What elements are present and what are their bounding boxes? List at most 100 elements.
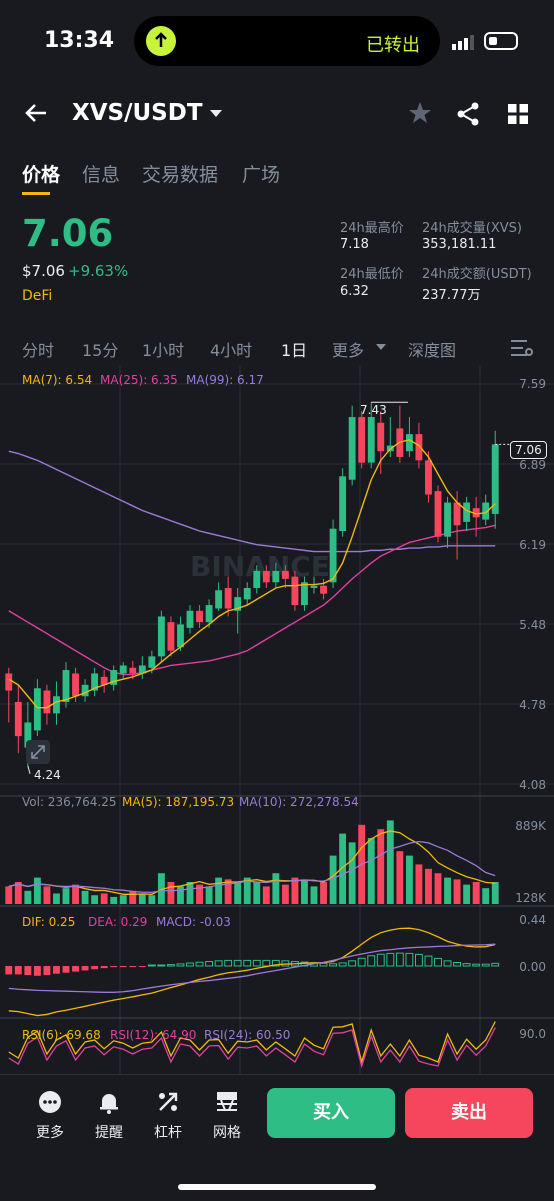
kline-chart-area[interactable]: BINANCE [0,366,554,1074]
high-label: 24h最高价 [340,221,404,236]
high-value: 7.18 [340,237,369,252]
macd-bar [329,963,338,967]
macd-bar [319,962,328,967]
macd-bar [338,962,347,967]
candle-body [444,502,451,537]
volume-bar [119,895,127,904]
macd-area [5,927,500,1017]
macd-bar [43,966,51,976]
grid-bot-button[interactable]: 网格 [201,1090,253,1142]
candle-body [434,491,442,537]
macd-bar [233,959,242,967]
interval-4h[interactable]: 4小时 [210,341,253,360]
sell-button[interactable]: 卖出 [405,1088,533,1138]
grid-menu-icon[interactable] [508,104,528,128]
volume-bar [396,851,404,904]
leverage-button[interactable]: 杠杆 [142,1090,194,1142]
candle-body [167,622,175,651]
interval-1h[interactable]: 1小时 [142,341,185,360]
volume-legend: Vol: 236,764.25 [22,795,117,809]
macd-bar [157,964,166,967]
volume-bar [425,868,432,904]
more-caret-icon[interactable] [376,344,386,350]
macd-bar [176,963,185,967]
alert-label: 提醒 [95,1125,123,1141]
expand-icon[interactable] [26,740,50,768]
interval-more[interactable]: 更多 [332,341,365,360]
chart-settings-icon[interactable] [511,338,533,362]
status-time: 13:34 [44,28,115,53]
candle-body [291,576,299,606]
volume-bar [444,877,451,904]
dea-path [8,943,496,993]
candle-body [472,508,480,518]
candle-body [62,670,70,702]
macd-legend: MACD: -0.03 [156,915,231,929]
volume-bar [138,893,146,904]
rsi6-legend: RSI(6): 69.68 [22,1028,101,1042]
chevron-down-icon[interactable] [210,110,222,117]
rsi-area [8,1021,496,1069]
candle-body [196,610,203,623]
share-icon[interactable] [456,102,480,130]
macd-bar [348,960,357,967]
volume-bar [367,838,375,904]
candle-body [358,417,366,463]
macd-bar [72,966,79,972]
tab-price[interactable]: 价格 [22,164,61,186]
tab-trading-data[interactable]: 交易数据 [142,164,219,186]
candle-body [186,610,194,628]
volume-bar [5,886,13,904]
ma7-line [8,439,496,709]
macd-bar [376,953,385,967]
volume-bar [24,890,32,904]
macd-bar [243,959,252,967]
alert-button[interactable]: 提醒 [83,1090,135,1142]
category-tag[interactable]: DeFi [22,288,53,304]
macd-y-tick: 0.44 [519,913,546,927]
volume-value: 353,181.11 [422,237,497,252]
candle-body [224,587,232,609]
y-tick: 7.59 [519,377,546,391]
tab-square[interactable]: 广场 [242,164,281,186]
low-label: 24h最低价 [340,267,404,282]
volume-bar [243,877,251,904]
buy-button[interactable]: 买入 [267,1088,395,1138]
macd-bar [405,952,414,967]
macd-bar [110,966,118,968]
grid-bot-label: 网格 [213,1125,241,1141]
interval-15m[interactable]: 15分 [82,341,119,360]
volume-bar [339,833,347,904]
macd-bar [424,955,433,967]
volume-bar [205,886,213,904]
candle-body [100,676,108,685]
interval-1d[interactable]: 1日 [281,341,308,360]
interval-timeline[interactable]: 分时 [22,341,55,360]
volume-bar [291,877,299,904]
rsi12-path [8,1027,496,1069]
volume-bars [5,820,499,904]
star-icon[interactable] [408,101,432,129]
depth-chart-tab[interactable]: 深度图 [408,341,457,360]
macd-bar [443,960,452,967]
macd-bar [14,966,22,975]
macd-bar [367,955,376,967]
volume-bar [14,882,22,904]
candle-body [415,434,423,461]
tab-info[interactable]: 信息 [82,164,121,186]
leverage-icon [159,1092,178,1111]
signal-icon [452,34,478,54]
macd-bar [129,966,137,967]
volume-bar [253,882,261,904]
y-tick: 6.89 [519,458,546,472]
macd-bar [100,966,108,969]
trading-pair-title[interactable]: XVS/USDT [72,100,203,126]
volume-bar [148,895,156,904]
candle-body [367,417,375,463]
amount-label: 24h成交额(USDT) [422,267,532,282]
candle-body [43,690,51,714]
candle-body [5,673,13,691]
back-arrow-icon[interactable] [22,98,52,128]
volume-bar [377,829,385,904]
more-button[interactable]: 更多 [24,1090,76,1142]
